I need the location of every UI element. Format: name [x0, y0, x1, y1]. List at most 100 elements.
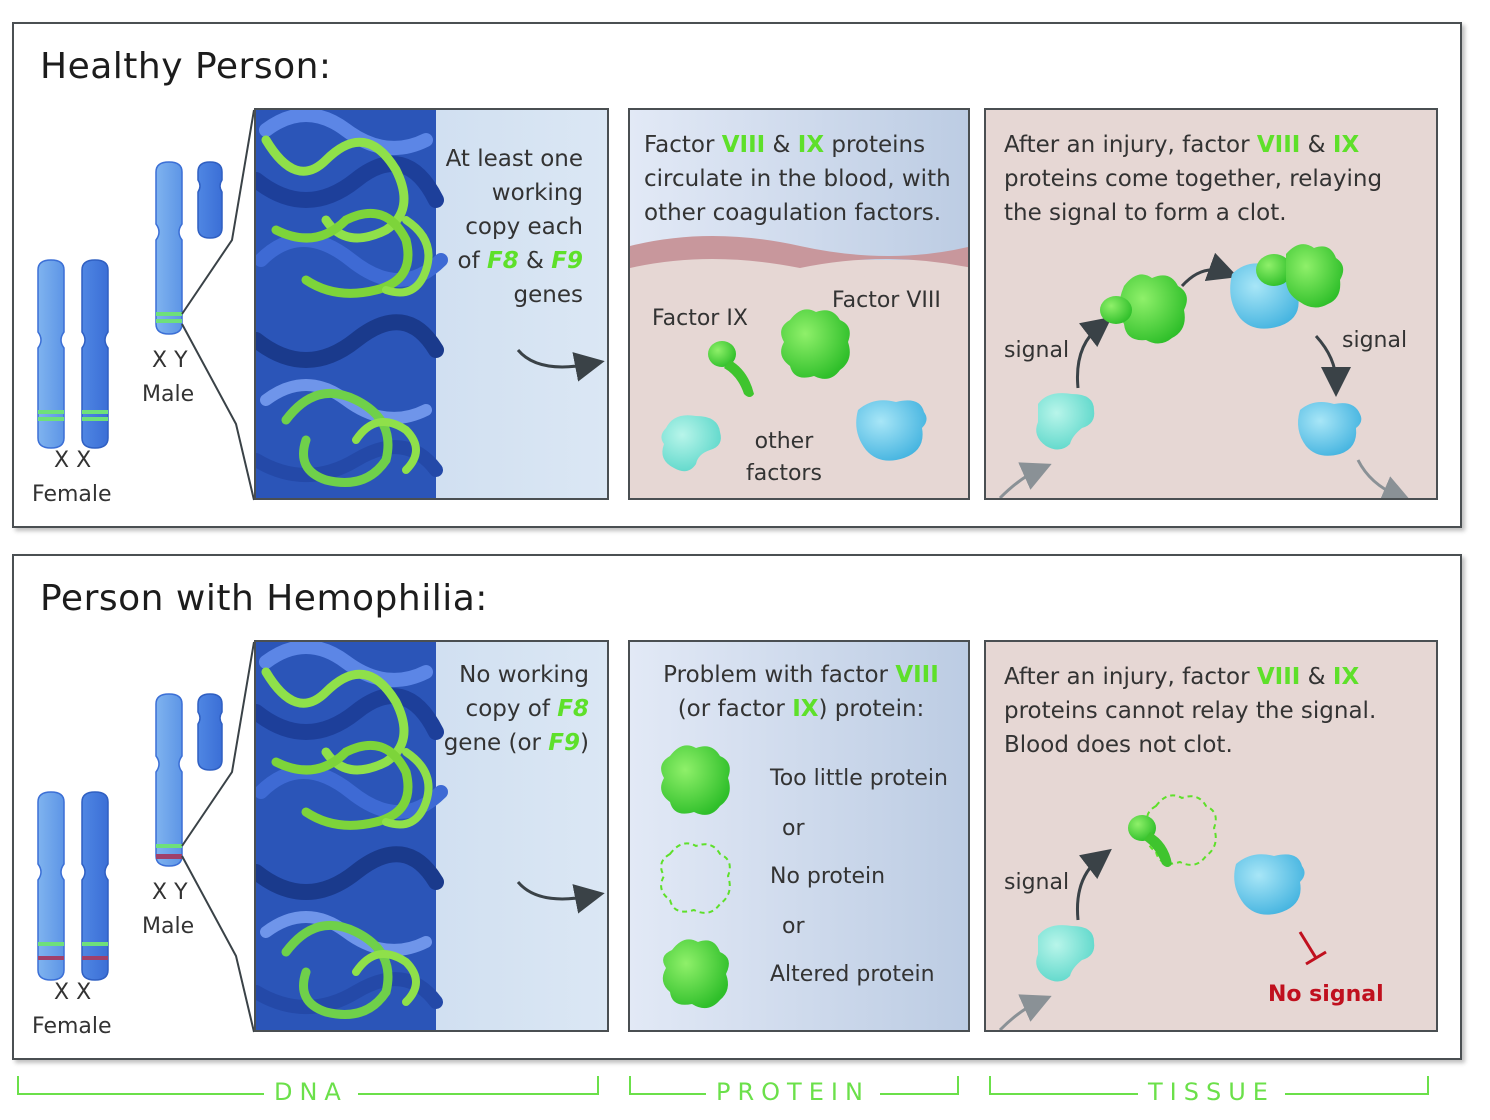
ptext-l3: other coagulation factors.: [644, 200, 942, 226]
male-y-chromosome: [197, 161, 223, 239]
f8-gene: F8: [487, 248, 519, 274]
protein-category-label: PROTEIN: [706, 1078, 880, 1106]
option-too-little: Too little protein: [770, 766, 948, 791]
female-chromosome-1: [37, 259, 65, 449]
viii-label: VIII: [721, 132, 766, 158]
signal-label: signal: [1004, 870, 1070, 895]
dna-line-1: At least one: [445, 146, 583, 172]
dna-line-5: genes: [513, 282, 583, 308]
healthy-title: Healthy Person:: [40, 46, 332, 87]
no-protein-icon: [660, 842, 731, 914]
hemophilia-protein-panel: Problem with factor VIII (or factor IX) …: [628, 640, 970, 1032]
cyan-factor: [1036, 393, 1095, 450]
hdna-l2a: copy of: [465, 696, 550, 722]
activated-blue-factor: [1298, 402, 1362, 456]
protein-options-shapes: [660, 745, 731, 1009]
male-x-chromosome: [155, 161, 183, 335]
dna-line-2: working: [491, 180, 583, 206]
complex-2: [1230, 244, 1344, 329]
tissue-blocked-cascade: [998, 794, 1327, 1030]
hemophilia-tissue-panel: After an injury, factor VIII & IX protei…: [984, 640, 1438, 1032]
viii-label: VIII: [895, 662, 939, 688]
complex-1: [1100, 274, 1187, 344]
male-xy-label: X Y: [152, 348, 188, 373]
dna-arrow: [516, 880, 605, 914]
ptext-l1b: proteins: [831, 132, 926, 158]
hptext-l2a: (or factor: [677, 696, 785, 722]
hemophilia-tissue-text: After an injury, factor VIII & IX protei…: [1004, 660, 1376, 762]
hemophilia-protein-text: Problem with factor VIII (or factor IX) …: [630, 658, 968, 726]
hptext-l1a: Problem with factor: [663, 662, 889, 688]
t-amp: &: [1307, 664, 1326, 690]
signal-left-label: signal: [1004, 338, 1070, 363]
ix-label: IX: [792, 696, 819, 722]
female-chromosome-2: [81, 259, 109, 449]
incomplete-complex: [1128, 794, 1217, 867]
hemophilia-chromosomes: [37, 641, 255, 1033]
hdna-l3b: ): [580, 730, 589, 756]
healthy-section: Healthy Person: X X Female X Y Male: [12, 22, 1462, 528]
httext-l3: Blood does not clot.: [1004, 732, 1233, 758]
dna-line-3: copy each: [465, 214, 583, 240]
httext-l1a: After an injury, factor: [1004, 664, 1250, 690]
signal-right-label: signal: [1342, 328, 1408, 353]
t-amp: &: [1307, 132, 1326, 158]
factor-viii-protein: [781, 309, 850, 379]
female-chromosome-1: [37, 791, 65, 981]
hemophilia-dna-panel: No working copy of F8 gene (or F9): [254, 640, 609, 1032]
dna-strands-image: [256, 110, 448, 498]
healthy-chromosomes: [37, 109, 255, 501]
tissue-category-label: TISSUE: [1138, 1078, 1285, 1106]
other-factors-label: other factors: [746, 426, 822, 490]
hptext-l2b: ) protein:: [818, 696, 925, 722]
altered-protein-icon: [662, 939, 729, 1009]
other-factor-blue: [856, 400, 927, 461]
dna-line-4a: of: [457, 248, 480, 274]
dna-amp: &: [526, 248, 544, 274]
ptext-amp: &: [772, 132, 791, 158]
httext-l2: proteins cannot relay the signal.: [1004, 698, 1377, 724]
option-no-protein: No protein: [770, 864, 886, 889]
male-label: Male: [142, 914, 195, 939]
female-xx-label: X X: [54, 448, 92, 473]
hdna-l1: No working: [459, 662, 589, 688]
ttext-l2: proteins come together, relaying: [1004, 166, 1383, 192]
cyan-factor: [1036, 925, 1095, 982]
option-or-2: or: [782, 914, 805, 939]
tissue-cascade: [998, 244, 1412, 498]
male-label: Male: [142, 382, 195, 407]
blue-factor: [1234, 854, 1305, 915]
f8-gene: F8: [557, 696, 589, 722]
ttext-l1a: After an injury, factor: [1004, 132, 1250, 158]
factor-ix-label: Factor IX: [652, 306, 748, 331]
no-signal-label: No signal: [1268, 982, 1384, 1007]
factors-line: factors: [746, 461, 822, 486]
healthy-dna-panel: At least one working copy each of F8 & F…: [254, 108, 609, 500]
male-y-chromosome: [197, 693, 223, 771]
healthy-dna-text: At least one working copy each of F8 & F…: [446, 142, 583, 312]
hemophilia-title: Person with Hemophilia:: [40, 578, 488, 619]
other-line: other: [754, 429, 814, 454]
too-little-protein-icon: [661, 745, 730, 815]
f9-gene: F9: [548, 730, 581, 756]
option-altered: Altered protein: [770, 962, 935, 987]
healthy-protein-text: Factor VIII & IX proteins circulate in t…: [644, 128, 951, 230]
dna-strands-image: [256, 642, 448, 1030]
male-xy-label: X Y: [152, 880, 188, 905]
dna-category-label: DNA: [264, 1078, 358, 1106]
f9-gene: F9: [551, 248, 583, 274]
hemophilia-dna-text: No working copy of F8 gene (or F9): [444, 658, 589, 760]
male-x-chromosome: [155, 693, 183, 867]
factor-ix-protein: [708, 341, 754, 397]
t-viii-label: VIII: [1256, 132, 1301, 158]
ix-label: IX: [797, 132, 825, 158]
t-viii-label: VIII: [1256, 664, 1301, 690]
dna-arrow: [516, 348, 605, 382]
ttext-l3: the signal to form a clot.: [1004, 200, 1287, 226]
option-or-1: or: [782, 816, 805, 841]
female-label: Female: [32, 482, 112, 507]
hemophilia-section: Person with Hemophilia: X X Female X Y M…: [12, 554, 1462, 1060]
factor-viii-label: Factor VIII: [832, 288, 941, 313]
healthy-tissue-panel: After an injury, factor VIII & IX protei…: [984, 108, 1438, 500]
hdna-l3a: gene (or: [443, 730, 541, 756]
